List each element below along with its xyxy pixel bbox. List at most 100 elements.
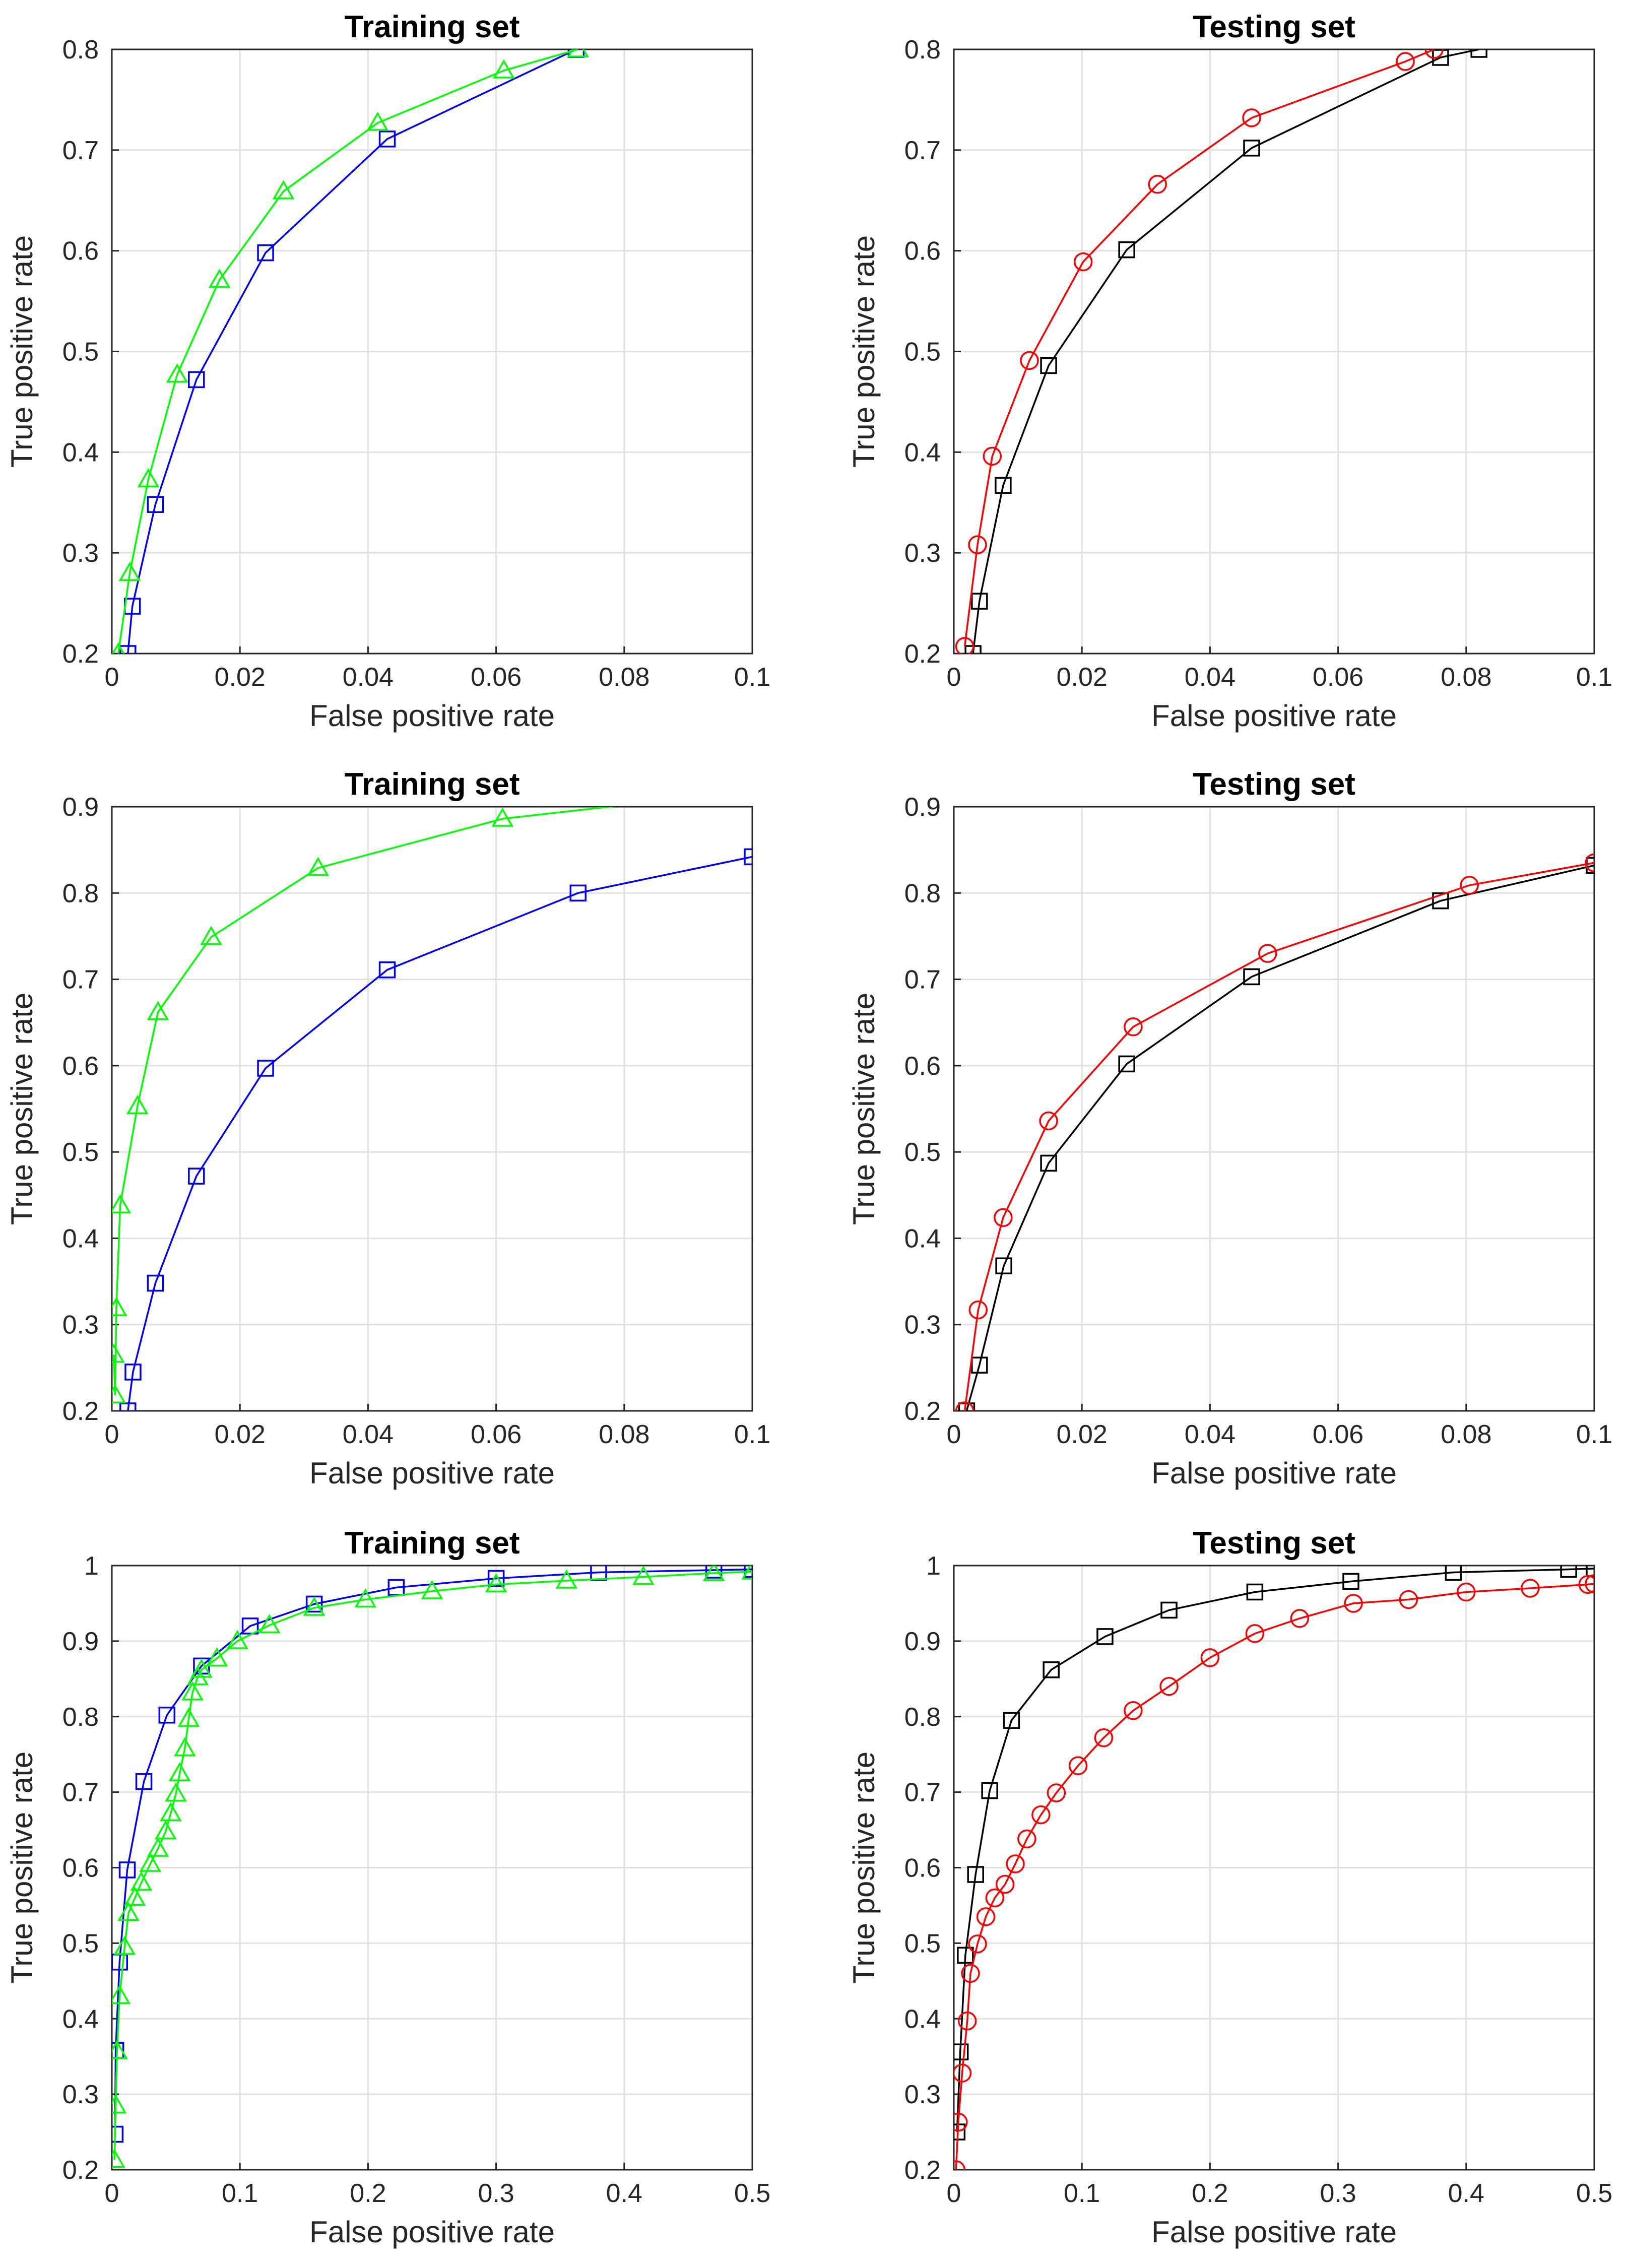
x-tick-label: 0.06 [471,1420,522,1449]
y-tick-label: 0.5 [62,1929,99,1958]
data-point [1068,1756,1088,1775]
data-point [208,269,231,288]
axes-frame [953,48,1595,655]
data-point [1246,1583,1264,1601]
data-point [135,1773,153,1790]
y-tick-label: 0.4 [62,438,99,467]
x-axis-label: False positive rate [1151,2215,1397,2249]
y-axis-label: True positive rate [5,993,39,1225]
y-tick-label: 0.3 [62,2080,99,2109]
data-point [112,2094,127,2114]
data-point [702,1566,725,1581]
data-point [257,1060,274,1077]
x-tick-label: 0 [105,663,119,692]
data-point [147,1837,169,1857]
axes-frame [953,806,1595,1412]
data-point [1560,1566,1577,1578]
y-tick-label: 0.5 [904,338,941,367]
data-point [968,1300,988,1320]
series-line-red-circles [963,862,1594,1411]
data-point [1470,49,1487,58]
x-axis-label: False positive rate [1151,699,1397,733]
y-tick-label: 0.4 [904,438,941,467]
x-tick-label: 0.4 [606,2179,642,2208]
data-point [995,477,1012,494]
data-point [957,1947,974,1964]
x-tick-label: 0.06 [1313,663,1363,692]
data-point [971,593,988,610]
plot-area [954,807,1594,1411]
data-point [1006,1854,1025,1873]
y-axis-label: True positive rate [5,235,39,468]
axes: 0 0.02 0.04 0.06 0.08 0.1 0.2 0.3 0.4 0.5 0.6 0.7 0.… [904,793,1612,1449]
data-point [1040,1154,1057,1172]
y-axis-label: True positive rate [847,235,881,468]
axes-frame [953,1565,1595,2171]
panel-testing-top: 0 0.02 0.04 0.06 0.08 0.1 0.2 0.3 0.4 0.5 0.6 0.7 0.… [847,10,1612,733]
data-point [985,1888,1005,1908]
y-tick-label: 0.8 [904,879,941,908]
x-tick-label: 0 [947,663,961,692]
data-point [954,2063,972,2083]
y-tick-label: 0.8 [904,1703,941,1732]
x-tick-label: 0.1 [1576,663,1612,692]
y-tick-label: 0.9 [904,793,941,822]
y-tick-label: 0.2 [62,1397,99,1426]
data-point [1585,1574,1594,1593]
data-point [994,1208,1013,1227]
data-point [1578,1575,1594,1594]
data-point [118,561,141,581]
data-point [1073,252,1093,272]
panel-training-middle: 0 0.02 0.04 0.06 0.08 0.1 0.2 0.3 0.4 0.5 0.6 0.7 0.… [5,767,770,1490]
data-point [188,1168,205,1185]
y-tick-label: 0.7 [904,136,941,165]
data-point [119,1402,137,1411]
panel-title: Testing set [1193,1526,1355,1561]
data-point [968,535,987,554]
y-tick-label: 0.4 [904,1224,941,1253]
series-line-blue-squares [114,1568,752,2134]
data-point [174,1737,196,1757]
x-tick-label: 0 [947,1420,961,1449]
data-point [1124,1017,1143,1036]
data-point [113,1935,136,1955]
data-point [705,1566,723,1579]
data-point [995,1257,1012,1274]
y-tick-label: 0.4 [62,2004,99,2034]
data-point [967,1866,984,1883]
axes: 0 0.02 0.04 0.06 0.08 0.1 0.2 0.3 0.4 0.5 0.6 0.7 0.… [62,793,770,1449]
series-red-circles [955,853,1594,1411]
data-point [981,1782,998,1799]
data-point [378,961,396,979]
x-tick-label: 0.5 [734,2179,770,2208]
data-point [206,1647,228,1667]
data-point [741,1566,752,1580]
data-point [112,1194,132,1214]
data-point [112,1384,126,1403]
data-point [1457,1582,1476,1602]
x-tick-label: 0.2 [1192,2179,1228,2208]
series-line-green-triangles [113,1571,752,2160]
data-point [1399,1590,1418,1609]
data-point [1521,1579,1540,1598]
y-tick-label: 0.3 [904,1311,941,1340]
axes: 0 0.1 0.2 0.3 0.4 0.5 0.2 0.3 0.4 0.5 0.6 0.7 0.8 0.9… [904,1551,1612,2208]
data-point [1094,1728,1114,1747]
x-tick-label: 0.04 [343,1420,394,1449]
data-point [1124,1701,1143,1720]
series-line-black-squares [972,49,1479,654]
axes-frame [111,1565,753,2171]
series-green-triangles [112,49,590,654]
data-point [1460,876,1479,895]
x-tick-label: 0.06 [1313,1420,1363,1449]
y-tick-label: 0.7 [62,136,99,165]
data-point [744,1566,752,1578]
x-tick-label: 0.3 [1320,2179,1356,2208]
series-red-circles [955,49,1444,654]
series-green-triangles [112,1566,752,2168]
series-red-circles [954,1574,1594,2170]
y-tick-label: 0.6 [904,1052,941,1081]
data-point [257,244,274,262]
data-point [112,642,125,654]
x-tick-label: 0.04 [1185,1420,1235,1449]
